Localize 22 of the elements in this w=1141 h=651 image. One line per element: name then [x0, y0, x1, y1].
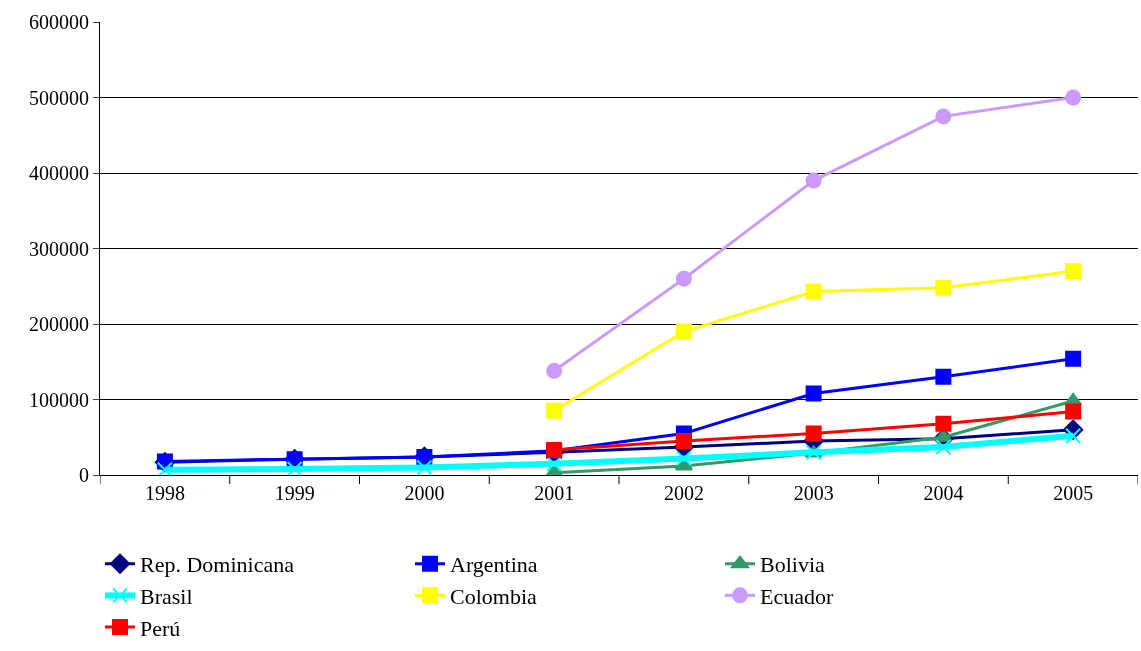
x-tick-label: 2004	[923, 482, 964, 504]
legend-label: Colombia	[450, 583, 538, 609]
legend-label: Bolivia	[760, 552, 826, 578]
x-tick-label: 1999	[274, 482, 315, 504]
y-tick-label: 600000	[29, 11, 89, 33]
x-tick-label: 2003	[793, 482, 834, 504]
legend-label: Brasil	[140, 583, 193, 609]
x-tick-label: 1998	[144, 482, 185, 504]
x-tick-label: 2000	[404, 482, 445, 504]
y-tick-label: 300000	[29, 237, 89, 260]
x-tick-label: 2005	[1053, 482, 1094, 504]
y-tick-label: 200000	[29, 313, 89, 335]
y-tick-label: 100000	[29, 388, 89, 411]
legend-label: Ecuador	[760, 583, 834, 609]
y-tick-label: 500000	[29, 86, 89, 109]
y-tick-label: 0	[79, 464, 89, 486]
legend-label: Rep. Dominicana	[140, 552, 295, 578]
x-tick-label: 2001	[534, 482, 575, 504]
x-tick-label: 2002	[663, 482, 704, 504]
y-tick-label: 400000	[29, 162, 89, 184]
legend-label: Argentina	[450, 552, 538, 578]
legend-label: Perú	[140, 615, 181, 641]
